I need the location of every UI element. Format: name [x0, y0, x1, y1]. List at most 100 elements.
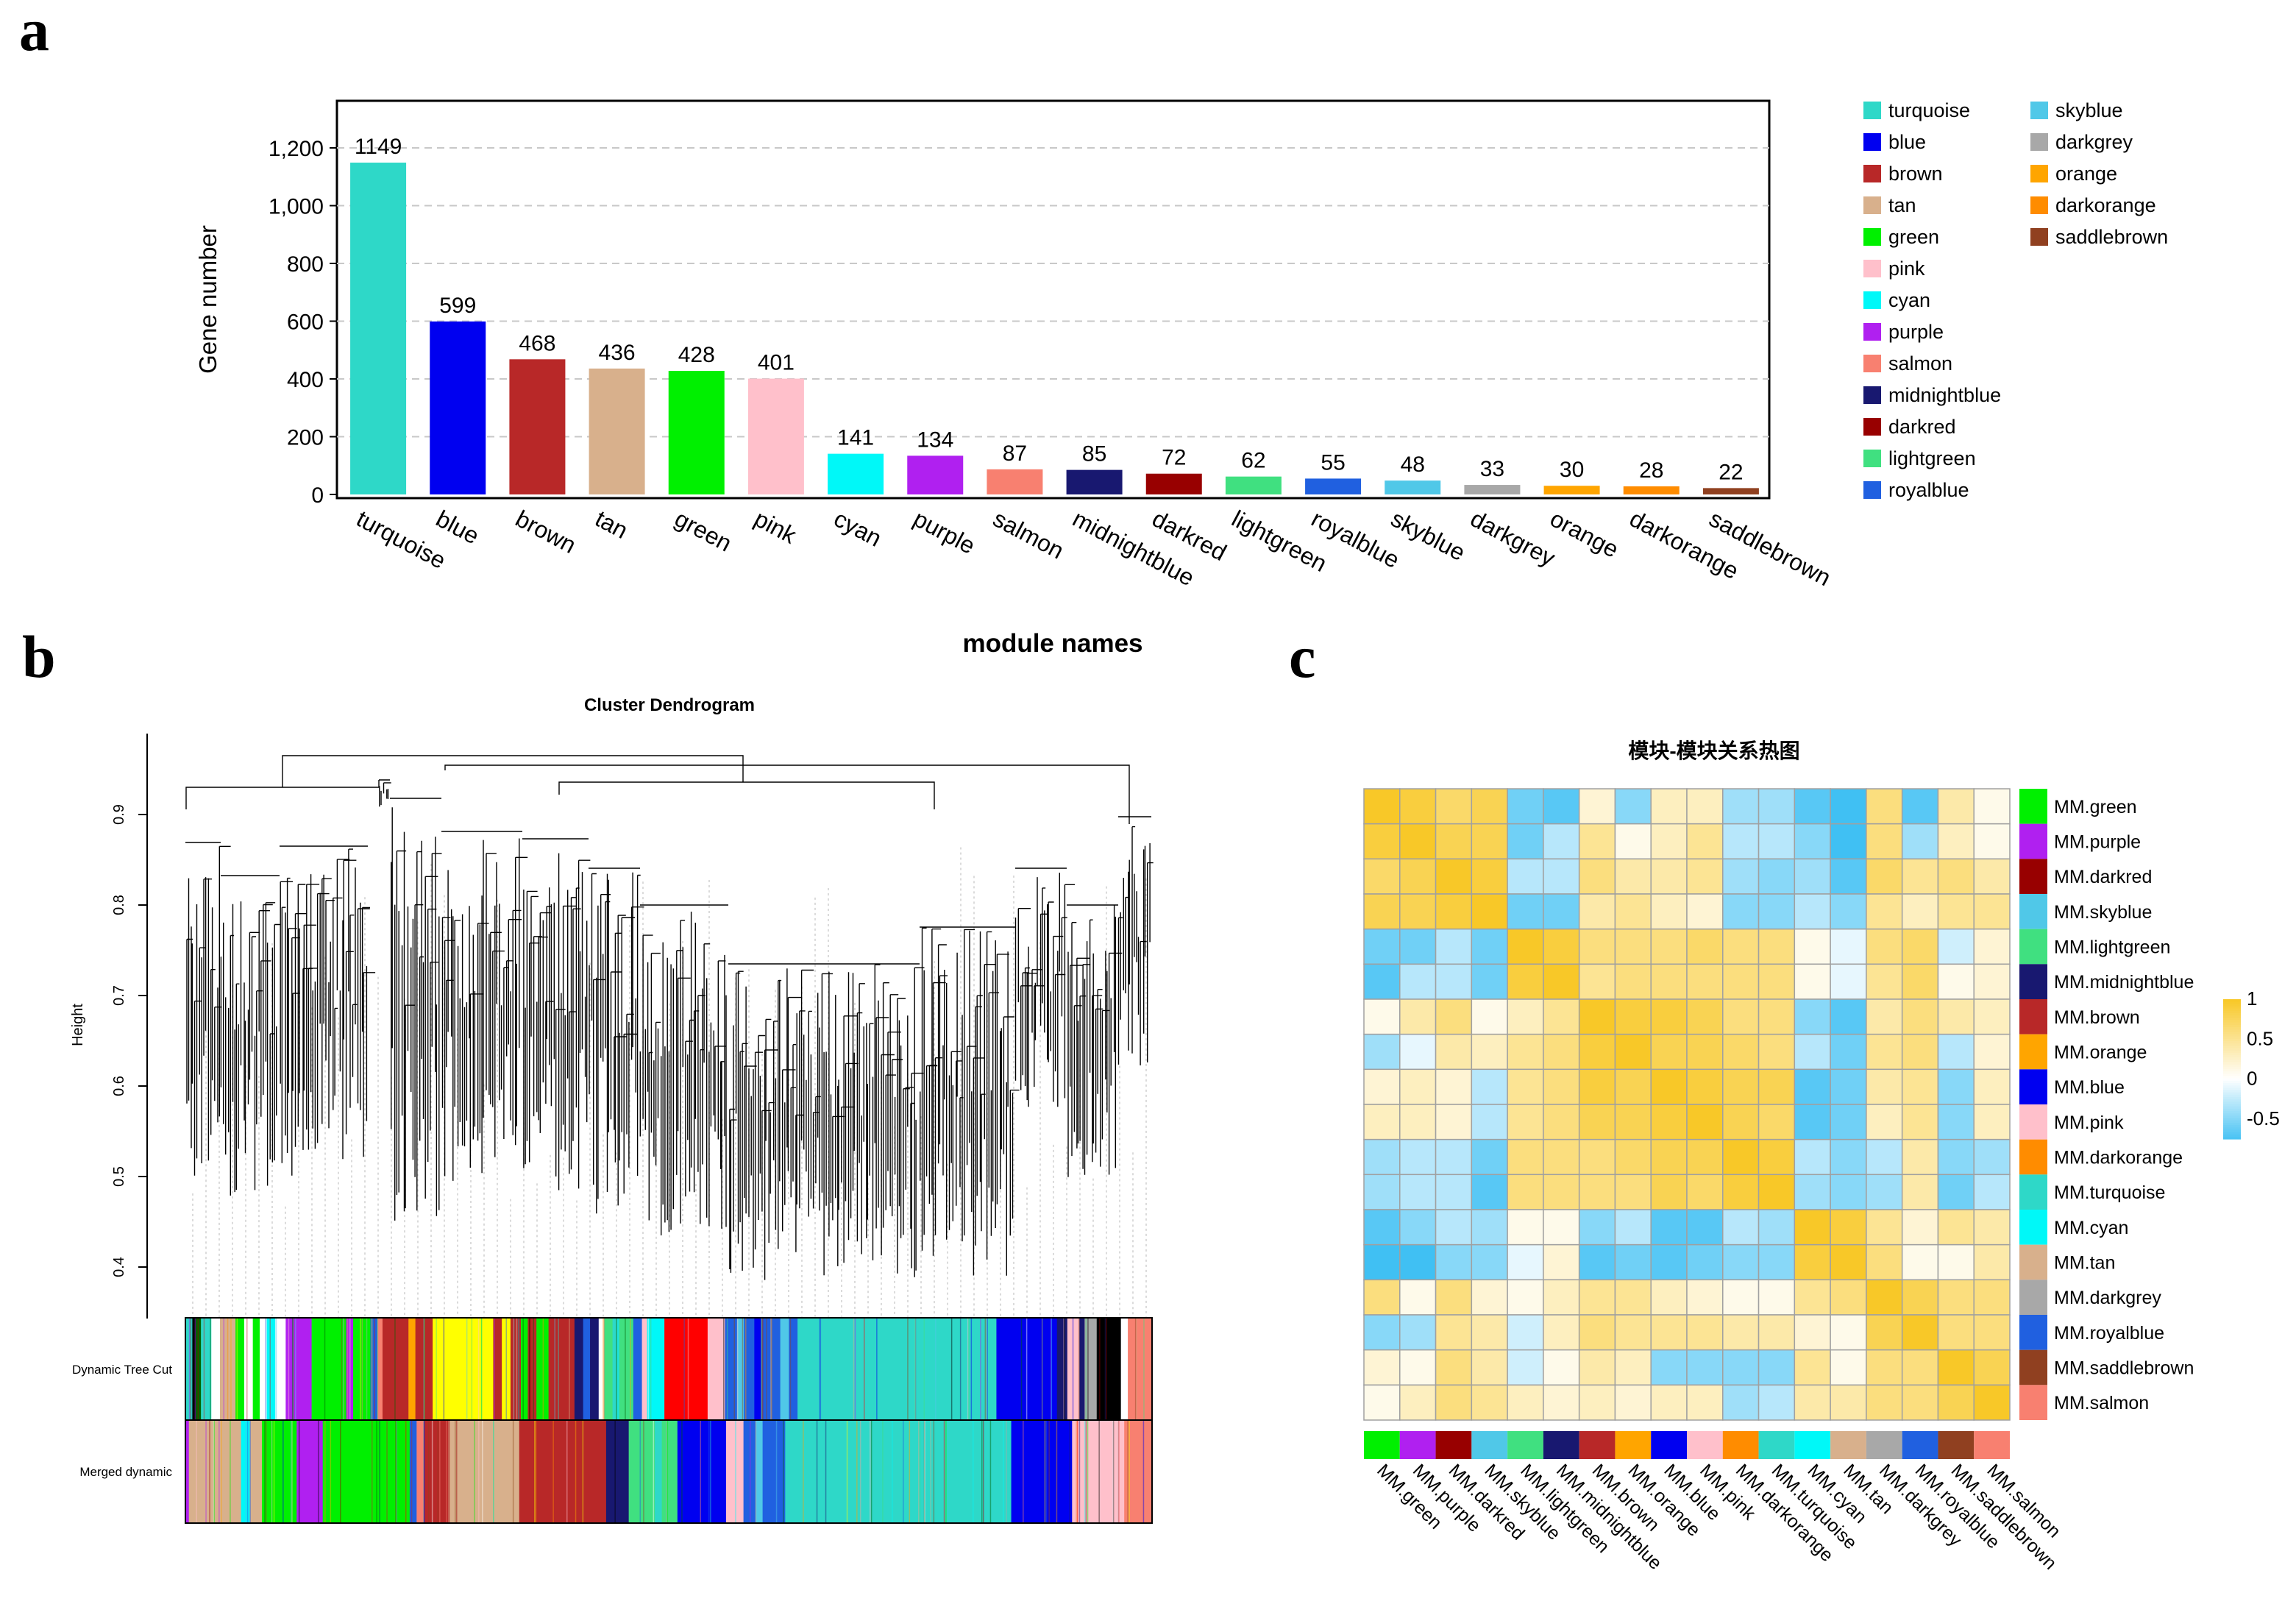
heatmap-cell — [1471, 1384, 1508, 1421]
heatmap-cell — [1830, 788, 1867, 825]
heatmap-cell — [1901, 1314, 1939, 1351]
y-tick-label: 200 — [287, 426, 324, 450]
module-color-segment — [521, 1318, 528, 1420]
heatmap-cell — [1471, 963, 1508, 1000]
module-color-segment — [1084, 1318, 1098, 1420]
colorbar-step — [2223, 1060, 2241, 1063]
col-color-MM.skyblue — [1471, 1431, 1508, 1459]
module-color-stripe — [292, 1318, 294, 1420]
module-color-stripe — [1085, 1318, 1087, 1420]
col-color-MM.purple — [1399, 1431, 1436, 1459]
heatmap-cell — [1722, 1314, 1760, 1351]
module-color-stripe — [968, 1318, 970, 1420]
heatmap-cell — [1830, 1243, 1867, 1281]
heatmap-cell — [1578, 1104, 1616, 1140]
colorbar-step — [2223, 1134, 2241, 1138]
heatmap-cell — [1543, 1243, 1580, 1281]
bar-value-label: 48 — [1401, 453, 1425, 477]
heatmap-cell — [1794, 1104, 1831, 1140]
row-color-MM.skyblue — [2019, 894, 2047, 929]
colorbar-step — [2223, 1022, 2241, 1026]
heatmap-cell — [1614, 858, 1652, 895]
row-label: MM.darkred — [2054, 867, 2152, 887]
y-tick-label: 600 — [287, 311, 324, 335]
row-label: MM.saddlebrown — [2054, 1358, 2194, 1379]
module-color-stripe — [859, 1420, 861, 1523]
bar-value-label: 87 — [1003, 441, 1027, 466]
legend-swatch-skyblue — [2030, 102, 2048, 119]
bar-pink — [747, 378, 804, 494]
module-color-stripe — [1026, 1318, 1028, 1420]
row-label: MM.salmon — [2054, 1393, 2149, 1413]
legend-swatch-midnightblue — [1863, 386, 1881, 404]
heatmap-cell — [1507, 1243, 1544, 1281]
row-color-MM.turquoise — [2019, 1174, 2047, 1210]
heatmap-cell — [1794, 858, 1831, 895]
heatmap-cell — [1578, 1349, 1616, 1386]
heatmap-cell — [1866, 928, 1903, 965]
heatmap-cell — [1614, 1243, 1652, 1281]
heatmap-cell — [1973, 1349, 2011, 1386]
bar-value-label: 1149 — [355, 135, 402, 159]
bar-midnightblue — [1066, 469, 1123, 494]
module-color-stripe — [275, 1318, 277, 1420]
module-color-stripe — [282, 1420, 284, 1523]
heatmap-cell — [1686, 1384, 1724, 1421]
bar-darkgrey — [1464, 485, 1521, 494]
module-color-stripe — [643, 1420, 644, 1523]
colorbar-step — [2223, 1078, 2241, 1082]
legend-swatch-blue — [1863, 133, 1881, 151]
heatmap-cell — [1363, 1033, 1401, 1071]
module-color-stripe — [480, 1318, 483, 1420]
heatmap-cell — [1901, 1174, 1939, 1210]
heatmap-cell — [1543, 1174, 1580, 1210]
heatmap-cell — [1757, 963, 1796, 1000]
heatmap-cell — [1686, 1033, 1724, 1071]
heatmap-cell — [1578, 788, 1616, 825]
module-color-stripe — [210, 1318, 211, 1420]
module-color-stripe — [687, 1318, 689, 1420]
module-color-stripe — [516, 1318, 518, 1420]
module-color-stripe — [762, 1318, 764, 1420]
module-color-segment — [780, 1318, 789, 1420]
module-color-stripe — [1143, 1318, 1145, 1420]
module-color-segment — [536, 1318, 550, 1420]
col-color-MM.blue — [1651, 1431, 1687, 1459]
heatmap-cell — [1650, 788, 1688, 825]
heatmap-cell — [1973, 1279, 2011, 1316]
colorbar-step — [2223, 999, 2241, 1002]
module-color-segment — [409, 1420, 417, 1523]
row-label: MM.brown — [2054, 1007, 2140, 1028]
colorbar-step — [2223, 1027, 2241, 1030]
bar-value-label: 85 — [1082, 442, 1106, 466]
colorbar-step — [2223, 1013, 2241, 1016]
legend-label: purple — [1888, 321, 1944, 343]
heatmap-cell — [1686, 998, 1724, 1035]
col-color-MM.orange — [1615, 1431, 1652, 1459]
heatmap-cell — [1507, 1174, 1544, 1210]
colorbar-step — [2223, 1043, 2241, 1046]
row-color-MM.cyan — [2019, 1210, 2047, 1245]
bar-saddlebrown — [1702, 488, 1759, 494]
row-color-MM.orange — [2019, 1034, 2047, 1070]
legend-label: blue — [1888, 131, 1926, 153]
module-color-stripe — [376, 1420, 377, 1523]
module-color-stripe — [935, 1318, 936, 1420]
module-color-stripe — [265, 1318, 266, 1420]
module-color-stripe — [603, 1318, 604, 1420]
y-tick-label: 0.5 — [111, 1166, 127, 1187]
row-color-MM.blue — [2019, 1069, 2047, 1104]
module-color-stripe — [945, 1420, 947, 1523]
module-color-stripe — [471, 1318, 473, 1420]
y-tick-label: 0.6 — [111, 1076, 127, 1096]
bar-darkorange — [1623, 486, 1680, 494]
module-color-stripe — [288, 1318, 290, 1420]
heatmap-cell — [1973, 963, 2011, 1000]
module-color-stripe — [616, 1318, 617, 1420]
module-color-stripe — [428, 1420, 430, 1523]
module-color-stripe — [482, 1420, 483, 1523]
module-color-stripe — [194, 1318, 196, 1420]
heatmap-cell — [1722, 1279, 1760, 1316]
heatmap-cell — [1794, 1384, 1831, 1421]
heatmap-cell — [1686, 1174, 1724, 1210]
